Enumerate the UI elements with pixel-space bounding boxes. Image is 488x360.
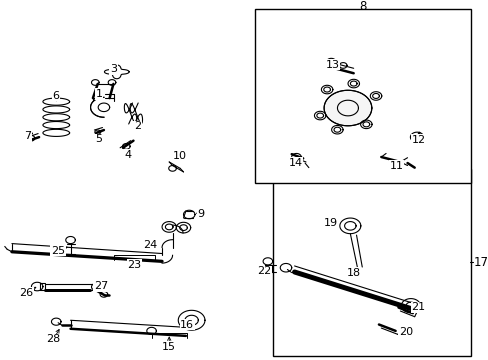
Text: 1: 1: [96, 89, 102, 99]
Text: 10: 10: [173, 151, 187, 161]
Text: 15: 15: [162, 342, 176, 351]
Text: 27: 27: [94, 281, 108, 291]
Text: 4: 4: [124, 150, 131, 160]
Polygon shape: [369, 92, 381, 100]
Text: 25: 25: [51, 246, 65, 256]
Text: 16: 16: [180, 320, 194, 329]
Polygon shape: [360, 120, 371, 129]
Text: 20: 20: [398, 327, 412, 337]
Text: 23: 23: [127, 260, 141, 270]
Text: 2: 2: [133, 121, 141, 131]
Text: 11: 11: [389, 161, 403, 171]
Polygon shape: [401, 298, 420, 313]
Polygon shape: [409, 132, 423, 142]
Text: 6: 6: [53, 91, 60, 100]
Text: 7: 7: [24, 131, 31, 141]
Polygon shape: [314, 111, 325, 120]
Text: 21: 21: [410, 302, 425, 312]
Text: 26: 26: [19, 288, 33, 298]
Text: 14: 14: [288, 158, 302, 168]
Text: 22: 22: [257, 266, 271, 276]
Polygon shape: [178, 310, 204, 330]
Text: 24: 24: [142, 240, 157, 250]
Text: 18: 18: [346, 268, 360, 278]
Polygon shape: [176, 222, 190, 233]
Bar: [254, 9, 470, 183]
Polygon shape: [321, 85, 332, 94]
Text: 17: 17: [472, 256, 488, 269]
Text: 8: 8: [359, 0, 366, 13]
Text: 12: 12: [410, 135, 425, 145]
Text: 28: 28: [46, 334, 61, 345]
Text: 13: 13: [325, 60, 339, 70]
Polygon shape: [162, 222, 176, 232]
Bar: [272, 169, 470, 356]
Text: 19: 19: [324, 219, 338, 228]
Polygon shape: [331, 125, 343, 134]
Text: 5: 5: [96, 134, 102, 144]
Polygon shape: [347, 79, 359, 88]
Text: 3: 3: [110, 64, 117, 74]
Text: 9: 9: [197, 209, 204, 219]
Polygon shape: [339, 218, 360, 234]
Polygon shape: [324, 90, 371, 126]
